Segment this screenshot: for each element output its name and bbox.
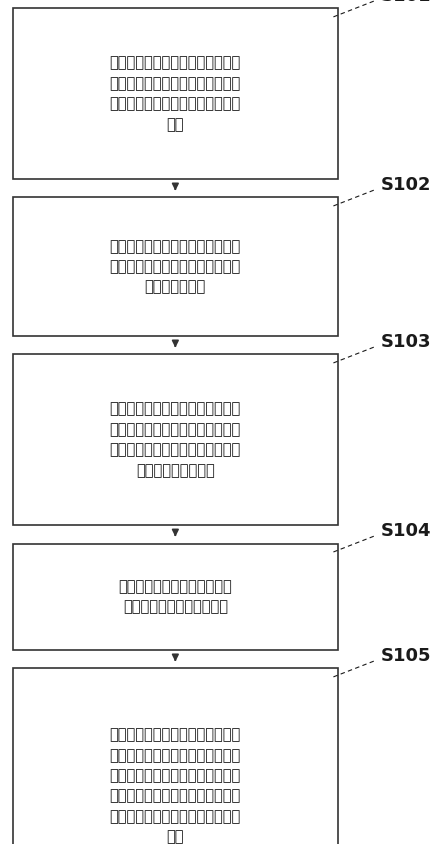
Text: 针对每个话术模板中的每一个待填
充位置，根据各历史关键词在该待
填充位置处出现的词频，在关键词
组中确定第一关键词: 针对每个话术模板中的每一个待填 充位置，根据各历史关键词在该待 填充位置处出现的… [110,402,241,478]
Text: 将获取到的至少一个目标文本作为
关键词抽取模型的输入数据，得到
从各目标文本中确定的至少一个关
键词: 将获取到的至少一个目标文本作为 关键词抽取模型的输入数据，得到 从各目标文本中确… [110,56,241,132]
Text: 将关键词组作为话术生成模型的输
入数据，得到为关键词组匹配的至
少一个话术模板: 将关键词组作为话术生成模型的输 入数据，得到为关键词组匹配的至 少一个话术模板 [110,239,241,295]
Bar [13,197,338,336]
Bar [13,668,338,844]
Bar [13,544,338,650]
Bar [13,354,338,525]
Text: S102: S102 [381,176,432,194]
Text: S101: S101 [381,0,432,5]
Text: S104: S104 [381,522,432,540]
Text: S105: S105 [381,647,432,665]
Text: 将第一关键词填充至该待填充
位置，以得到目标话术文本: 将第一关键词填充至该待填充 位置，以得到目标话术文本 [119,579,232,614]
Text: S103: S103 [381,333,432,351]
Bar [13,8,338,179]
Text: 针对每一个目标话术文本包括的每
一个目标字词，根据与该目标字词
相同的历史字词在目标白皮书模板
的各段落主题下出现的频率，确定
该目标话术文本与各段落主题的匹
: 针对每一个目标话术文本包括的每 一个目标字词，根据与该目标字词 相同的历史字词在… [110,728,241,844]
